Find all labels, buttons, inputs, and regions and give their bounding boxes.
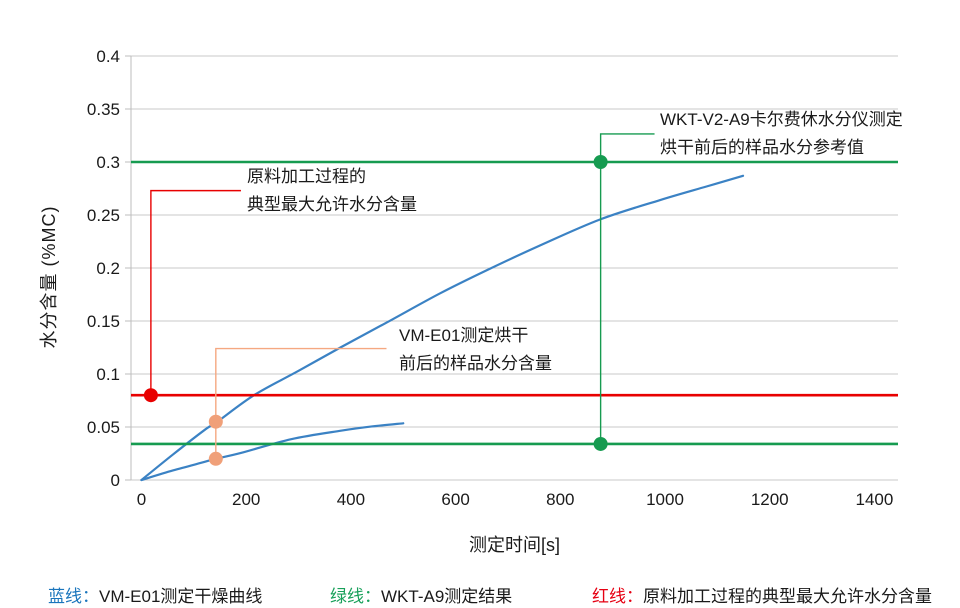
y-tick-label: 0 (111, 471, 120, 490)
annotation-line: WKT-V2-A9卡尔费休水分仪测定 (660, 110, 903, 129)
legend-text: VM-E01测定干燥曲线 (99, 587, 263, 606)
y-tick-label: 0.15 (87, 312, 120, 331)
legend-text: 原料加工过程的典型最大允许水分含量 (643, 587, 932, 606)
x-tick-label: 200 (232, 490, 260, 509)
y-axis-title: 水分含量 (%MC) (39, 205, 59, 349)
annotation-vm-measure: VM-E01测定烘干 前后的样品水分含量 (399, 322, 552, 378)
x-tick-label: 1200 (751, 490, 789, 509)
annotation-line: 典型最大允许水分含量 (247, 195, 417, 214)
data-point-marker (208, 451, 223, 466)
y-tick-label: 0.25 (87, 206, 120, 225)
y-tick-label: 0.4 (96, 47, 120, 66)
data-point-marker (143, 388, 158, 403)
annotation-line: VM-E01测定烘干 (399, 326, 529, 345)
y-tick-label: 0.1 (96, 365, 120, 384)
legend-item-red: 红线：原料加工过程的典型最大允许水分含量 (592, 582, 932, 607)
x-tick-label: 400 (337, 490, 365, 509)
legend-color-label: 绿线： (330, 587, 381, 606)
callout-line (599, 133, 655, 444)
drying-curve (140, 422, 405, 482)
annotation-line: 前后的样品水分含量 (399, 354, 552, 373)
y-tick-label: 0.3 (96, 153, 120, 172)
legend-text: WKT-A9测定结果 (381, 587, 513, 606)
callout-line (150, 189, 241, 396)
annotation-max-allowed: 原料加工过程的 典型最大允许水分含量 (247, 163, 417, 219)
annotation-line: 原料加工过程的 (247, 167, 366, 186)
y-tick-label: 0.05 (87, 418, 120, 437)
data-point-marker (593, 436, 608, 451)
annotation-line: 烘干前后的样品水分参考值 (660, 138, 864, 157)
data-point-marker (593, 155, 608, 169)
y-tick-label: 0.2 (96, 259, 120, 278)
legend: 蓝线：VM-E01测定干燥曲线 绿线：WKT-A9测定结果 红线：原料加工过程的… (0, 582, 960, 607)
x-tick-label: 0 (137, 490, 146, 509)
legend-item-green: 绿线：WKT-A9测定结果 (330, 582, 512, 607)
x-tick-label: 800 (546, 490, 574, 509)
x-tick-label: 1400 (856, 490, 894, 509)
legend-item-blue: 蓝线：VM-E01测定干燥曲线 (48, 582, 262, 607)
legend-color-label: 红线： (592, 587, 643, 606)
x-tick-label: 600 (441, 490, 469, 509)
y-tick-label: 0.35 (87, 100, 120, 119)
legend-color-label: 蓝线： (48, 587, 99, 606)
annotation-kf-reference: WKT-V2-A9卡尔费休水分仪测定 烘干前后的样品水分参考值 (660, 106, 903, 162)
x-axis-title: 测定时间[s] (468, 535, 560, 555)
x-tick-label: 1000 (646, 490, 684, 509)
data-point-marker (208, 414, 223, 429)
drying-curve (140, 174, 745, 482)
